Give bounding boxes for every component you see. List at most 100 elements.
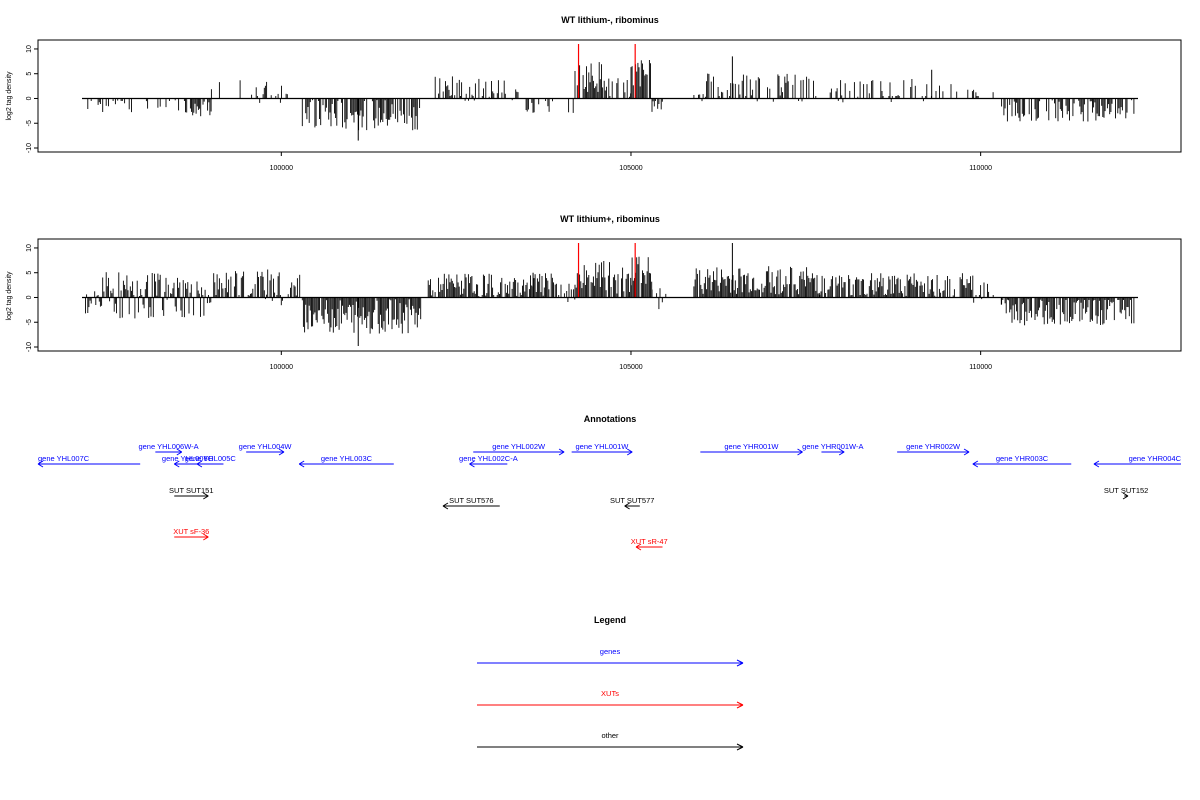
annotations-title: Annotations	[584, 414, 637, 424]
feature: gene YHR004C	[1093, 454, 1182, 468]
arrowhead	[173, 460, 180, 465]
feature: gene YHL004W	[239, 442, 293, 456]
arrowhead	[736, 659, 744, 664]
legend-item: other	[477, 731, 744, 751]
feature: gene YHR001W	[700, 442, 803, 456]
arrowhead	[838, 448, 845, 453]
arrowhead	[203, 533, 209, 538]
legend-item-label: other	[601, 731, 619, 740]
arrowhead	[298, 463, 305, 468]
arrowhead	[1122, 492, 1129, 497]
legend-item: genes	[477, 647, 744, 667]
axes: 10 5 0 -5 -10 100000 105000 110000	[26, 244, 992, 371]
arrowhead	[797, 448, 803, 453]
y-axis-label: log2 tag density	[6, 71, 13, 121]
arrowhead	[558, 448, 565, 453]
track-panel-lithium-plus: WT lithium+, ribominus log2 tag density …	[6, 214, 1182, 371]
arrowhead	[37, 463, 44, 468]
arrowhead	[635, 543, 642, 548]
arrowhead	[196, 463, 203, 468]
feature-label: XUT sR-47	[631, 537, 668, 546]
x-tick-label: 100000	[270, 364, 293, 371]
feature-label: gene YHL001W	[576, 442, 630, 451]
feature-label: gene YHL004W	[239, 442, 293, 451]
feature: SUT SUT576	[442, 496, 500, 510]
arrowhead	[442, 505, 449, 510]
feature: gene YHL005C	[185, 454, 236, 468]
arrowhead	[626, 448, 633, 453]
density-bars	[82, 243, 1138, 347]
feature-label: SUT SUT151	[169, 486, 213, 495]
arrowhead	[203, 495, 209, 500]
x-tick-label: 105000	[619, 364, 642, 371]
arrowhead	[442, 502, 449, 507]
arrowhead	[469, 460, 475, 465]
feature: SUT SUT151	[169, 486, 214, 500]
arrowhead	[963, 451, 970, 456]
arrowhead	[972, 460, 979, 465]
feature: XUT sR-47	[631, 537, 668, 551]
arrowhead	[635, 546, 642, 551]
arrowhead	[298, 460, 305, 465]
arrowhead	[176, 448, 183, 453]
feature-label: gene YHR002W	[906, 442, 961, 451]
feature-label: gene YHR003C	[996, 454, 1049, 463]
feature-label: XUT sF-36	[173, 527, 209, 536]
y-tick-label: -5	[26, 120, 33, 126]
feature-label: gene YHR001W	[724, 442, 779, 451]
arrowhead	[626, 451, 633, 456]
feature: gene YHR002W	[897, 442, 970, 456]
arrowhead	[963, 448, 970, 453]
y-tick-label: 0	[26, 295, 33, 299]
feature: gene YHR003C	[972, 454, 1072, 468]
legend-item-label: XUTs	[601, 689, 619, 698]
feature-label: gene YHL003C	[321, 454, 373, 463]
arrowhead	[736, 743, 744, 748]
y-tick-label: 5	[26, 72, 33, 76]
feature-label: gene YHL002C-A	[459, 454, 518, 463]
density-bars	[82, 44, 1138, 141]
plot-frame	[37, 238, 1182, 352]
chart-title: WT lithium-, ribominus	[561, 15, 659, 25]
arrowhead	[176, 451, 183, 456]
x-tick-label: 110000	[969, 165, 992, 172]
axes: 10 5 0 -5 -10 100000 105000 110000	[26, 45, 992, 172]
y-tick-label: 10	[26, 244, 33, 252]
feature: gene YHL003C	[298, 454, 394, 468]
arrowhead	[838, 451, 845, 456]
y-tick-label: 5	[26, 271, 33, 275]
arrowhead	[736, 701, 744, 706]
feature-label: gene YHR001W-A	[802, 442, 863, 451]
annotations-panel: Annotations gene YHL007C gene YHL006W-A ge…	[37, 414, 1182, 551]
y-axis-label: log2 tag density	[6, 271, 13, 321]
arrowhead	[203, 536, 209, 541]
arrowhead	[972, 463, 979, 468]
arrowhead	[203, 492, 209, 497]
arrowhead	[278, 448, 285, 453]
y-tick-label: -10	[26, 342, 33, 352]
arrowhead	[736, 662, 744, 667]
arrowhead	[624, 502, 630, 507]
feature-label: gene YHL002W	[492, 442, 546, 451]
chart-title: WT lithium+, ribominus	[560, 214, 660, 224]
y-tick-label: -5	[26, 319, 33, 325]
feature-label: SUT SUT152	[1104, 486, 1148, 495]
feature: SUT SUT152	[1104, 486, 1148, 500]
arrowhead	[736, 704, 744, 709]
arrowhead	[1093, 463, 1100, 468]
feature: gene YHL002C-A	[459, 454, 518, 468]
feature-label: gene YHR004C	[1129, 454, 1182, 463]
arrowhead	[278, 451, 285, 456]
legend-items: genes XUTs other	[477, 647, 744, 751]
arrowhead	[558, 451, 565, 456]
feature-label: gene YHL007C	[38, 454, 90, 463]
legend-item: XUTs	[477, 689, 744, 709]
feature: gene YHL007C	[37, 454, 141, 468]
legend-panel: Legend genes XUTs other	[477, 615, 744, 751]
arrowhead	[624, 505, 630, 510]
y-tick-label: 0	[26, 96, 33, 100]
feature-label: SUT SUT576	[449, 496, 493, 505]
x-tick-label: 105000	[619, 165, 642, 172]
